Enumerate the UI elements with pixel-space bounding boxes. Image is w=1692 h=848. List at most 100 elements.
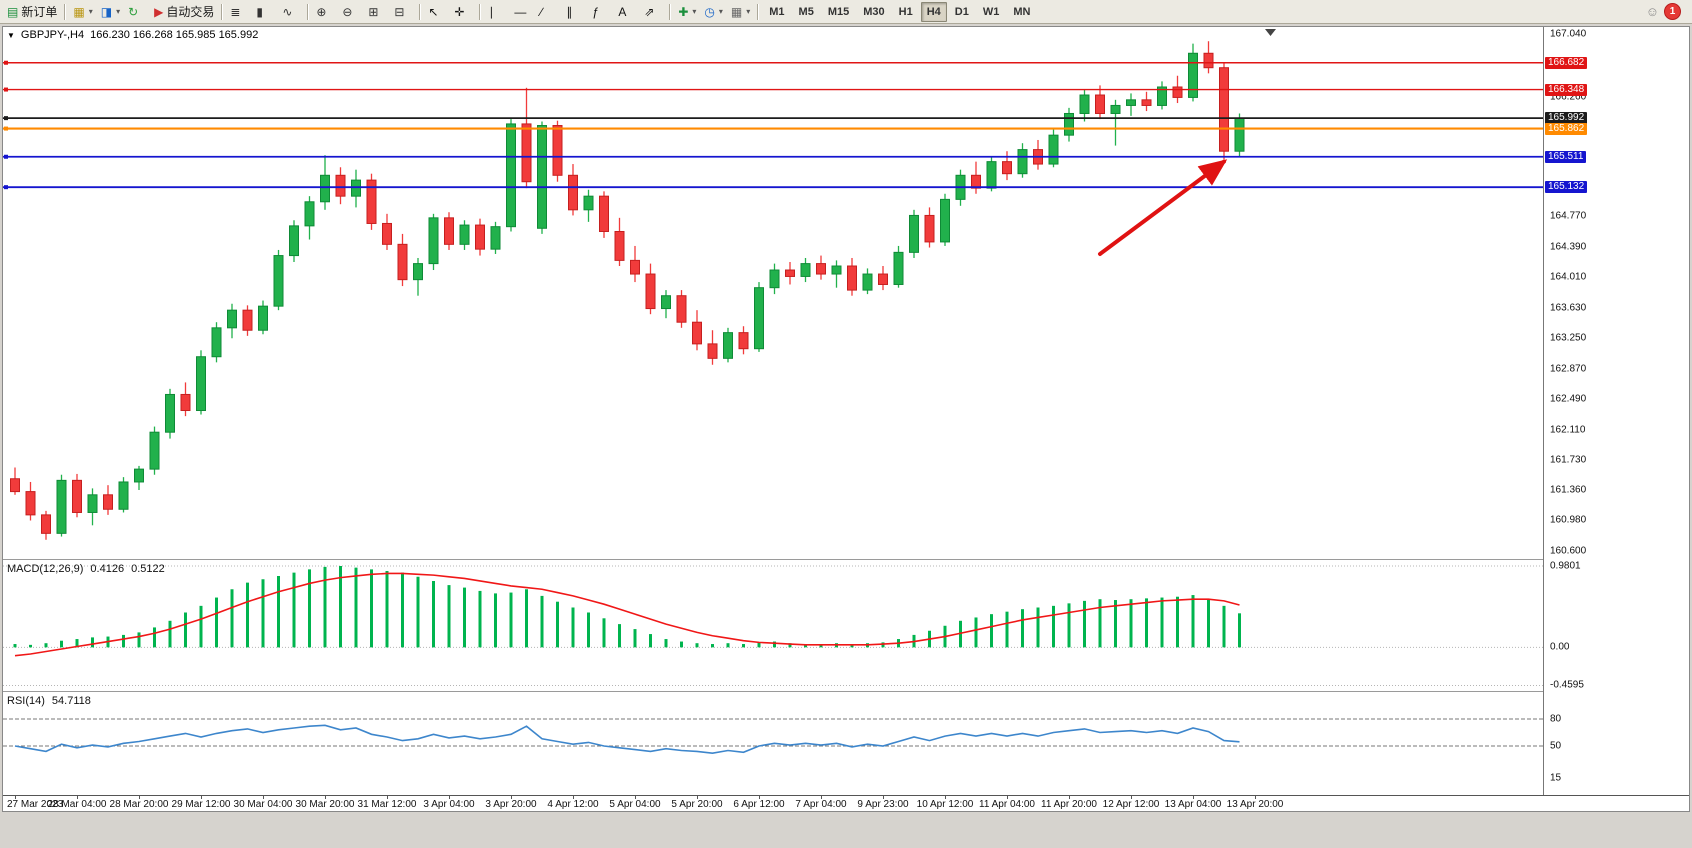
price-axis-label: -0.4595 [1550,679,1584,691]
chart-window[interactable]: ▼ GBPJPY-,H4 166.230 166.268 165.985 165… [2,26,1690,812]
time-axis-label: 29 Mar 12:00 [171,799,231,810]
price-axis-label: 15 [1550,772,1562,783]
time-tick [759,796,760,799]
time-axis-label: 3 Apr 20:00 [485,799,537,810]
timeframe-mn[interactable]: MN [1013,5,1031,18]
zoom-in-icon[interactable]: ⊕ [316,4,327,19]
time-tick [77,796,78,799]
notifications-icon[interactable]: ☺ [1645,4,1659,19]
time-tick [511,796,512,799]
time-axis-label: 13 Apr 20:00 [1226,799,1284,810]
time-tick [1131,796,1132,799]
price-axis-label: 50 [1550,740,1562,752]
price-axis-label: 161.730 [1550,454,1587,466]
zoom-out-icon[interactable]: ⊖ [342,4,353,19]
new-chart-icon[interactable]: ▦ ▾ [73,4,93,19]
macd-signal-value: 0.5122 [131,563,165,575]
price-axis-label: 80 [1550,713,1562,725]
time-axis-label: 30 Mar 20:00 [295,799,355,810]
trendline-icon[interactable]: ∕ [540,4,543,19]
autotrading-icon: ▶ [154,4,164,19]
time-axis-label: 6 Apr 12:00 [733,799,785,810]
autotrading-label: 自动交易 [166,5,215,19]
toolbar-separator [307,3,310,20]
price-axis-label: 160.980 [1550,514,1587,526]
bar-chart-icon[interactable]: ≣ [230,4,241,19]
time-tick [697,796,698,799]
text-icon[interactable]: A [618,4,627,19]
macd-panel-canvas[interactable] [3,560,1543,691]
horizontal-line-icon[interactable]: ― [514,4,527,19]
timeframe-h1[interactable]: H1 [898,5,913,18]
price-badge: 165.132 [1545,181,1588,194]
line-handle[interactable] [4,126,8,131]
price-axis-label: 163.250 [1550,332,1587,344]
price-badge: 165.511 [1545,150,1587,163]
templates-icon[interactable]: ▦ ▾ [730,4,751,19]
arrow-label-icon[interactable]: ⇗ [644,4,655,19]
panel-splitter-macd[interactable] [3,559,1689,560]
cursor-icon[interactable]: ↖ [428,4,439,19]
chart-shift-marker[interactable] [1265,29,1276,36]
cascade-windows-icon[interactable]: ⊟ [394,4,405,19]
line-handle[interactable] [4,116,8,121]
timeframe-m30[interactable]: M30 [863,5,885,18]
chart-title: ▼ GBPJPY-,H4 166.230 166.268 165.985 165… [7,29,258,41]
toolbar-separator [419,3,422,20]
indicators-icon[interactable]: ✚ ▾ [678,4,697,19]
time-axis-label: 11 Apr 04:00 [979,799,1035,810]
line-handle[interactable] [4,154,8,159]
toolbar-separator [757,3,760,20]
timeframe-m5[interactable]: M5 [798,5,814,18]
periods-icon[interactable]: ◷ ▾ [704,4,723,19]
top-toolbar: ▤ 新订单 ▦ ▾ ◨ ▾ ↻ ▶ 自动交易 ≣ ▮ ∿ ⊕ ⊖ ⊞ ⊟ ↖ ✛ ∣ ― ∕ ∥ ƒ A ⇗ ✚ ▾ ◷ ▾ ▦ ▾ M1 M… [0,0,1692,24]
time-axis-label: 9 Apr 23:00 [857,799,909,810]
time-tick [883,796,884,799]
price-badge: 165.992 [1545,112,1588,125]
main-chart-canvas[interactable] [3,27,1543,559]
macd-signal-line [14,572,1240,657]
price-badge: 165.862 [1545,122,1588,135]
new-order-button[interactable]: ▤ 新订单 [3,1,61,23]
trend-arrow-annotation[interactable] [1098,159,1228,256]
chart-symbol-period: GBPJPY-,H4 [20,29,85,41]
price-axis[interactable]: 167.040 166.260 164.770 164.390 164.010 163.6… [1543,27,1689,795]
line-chart-icon[interactable]: ∿ [282,4,293,19]
panel-splitter-rsi[interactable] [3,691,1689,692]
chart-menu-icon[interactable]: ▼ [7,30,15,40]
price-badge: 166.348 [1545,83,1588,96]
autotrading-button[interactable]: ▶ 自动交易 [150,1,218,23]
toolbar-separator [479,3,482,20]
rsi-name: RSI(14) [7,695,45,707]
timeframe-m1[interactable]: M1 [769,5,785,18]
timeframe-m15[interactable]: M15 [827,5,850,18]
time-tick [1069,796,1070,799]
refresh-icon[interactable]: ↻ [128,4,139,19]
fibonacci-icon[interactable]: ƒ [592,4,600,19]
timeframe-d1[interactable]: D1 [954,5,969,18]
tile-windows-icon[interactable]: ⊞ [368,4,379,19]
notification-badge[interactable]: 1 [1664,3,1681,20]
time-tick [387,796,388,799]
price-axis-label: 162.490 [1550,393,1587,405]
line-handle[interactable] [4,87,8,92]
price-axis-label: 164.770 [1550,210,1587,222]
vertical-line-icon[interactable]: ∣ [488,4,495,19]
line-handle[interactable] [4,185,8,190]
rsi-panel-canvas[interactable] [3,692,1543,795]
line-handle[interactable] [4,60,8,65]
time-axis[interactable]: 27 Mar 2023 28 Mar 04:00 28 Mar 20:00 29 Ma… [3,795,1689,811]
time-tick [1255,796,1256,799]
time-axis-label: 7 Apr 04:00 [795,799,847,810]
candlestick-icon[interactable]: ▮ [256,4,263,19]
timeframe-h4[interactable]: H4 [920,1,947,22]
profiles-icon[interactable]: ◨ ▾ [100,4,121,19]
price-axis-label: 167.040 [1550,28,1587,40]
candles [10,41,1245,540]
channel-icon[interactable]: ∥ [566,4,573,19]
time-tick [1007,796,1008,799]
crosshair-icon[interactable]: ✛ [454,4,465,19]
price-axis-label: 160.600 [1550,545,1587,557]
timeframe-w1[interactable]: W1 [982,5,1000,18]
